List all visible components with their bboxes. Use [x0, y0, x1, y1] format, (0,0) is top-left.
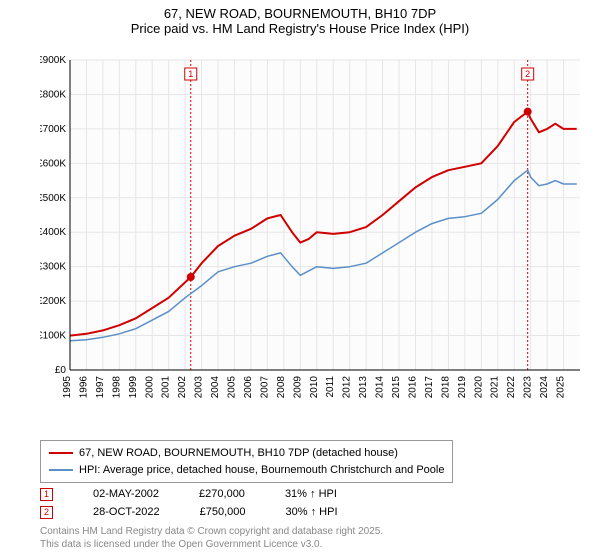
svg-text:£400K: £400K — [40, 227, 66, 238]
svg-text:2003: 2003 — [194, 376, 205, 399]
legend-label-price: 67, NEW ROAD, BOURNEMOUTH, BH10 7DP (det… — [79, 445, 398, 462]
svg-text:£200K: £200K — [40, 296, 66, 307]
svg-text:2015: 2015 — [391, 376, 402, 399]
svg-text:2019: 2019 — [457, 376, 468, 399]
svg-text:£800K: £800K — [40, 89, 66, 100]
chart-svg: £0 £100K £200K £300K £400K £500K £600K £700K £80… — [40, 50, 590, 400]
svg-text:2025: 2025 — [556, 376, 567, 399]
footer: Contains HM Land Registry data © Crown c… — [40, 525, 383, 551]
legend-line-price — [49, 452, 73, 454]
svg-text:2012: 2012 — [342, 376, 353, 399]
svg-text:1995: 1995 — [62, 376, 73, 399]
table-row: 2 28-OCT-2022 £750,000 30% ↑ HPI — [40, 503, 338, 521]
svg-text:£500K: £500K — [40, 193, 66, 204]
svg-text:2024: 2024 — [539, 376, 550, 399]
sale-price: £750,000 — [200, 506, 246, 518]
svg-text:1999: 1999 — [128, 376, 139, 399]
svg-text:1996: 1996 — [78, 376, 89, 399]
svg-text:2008: 2008 — [276, 376, 287, 399]
sale-marker-icon: 2 — [40, 506, 53, 519]
sale-date: 28-OCT-2022 — [93, 506, 160, 518]
svg-text:2011: 2011 — [325, 376, 336, 398]
svg-text:2014: 2014 — [375, 376, 386, 399]
title-address: 67, NEW ROAD, BOURNEMOUTH, BH10 7DP — [0, 6, 600, 21]
svg-text:£700K: £700K — [40, 124, 66, 135]
sales-table: 1 02-MAY-2002 £270,000 31% ↑ HPI 2 28-OC… — [40, 485, 338, 521]
sale-marker-icon: 1 — [40, 488, 53, 501]
svg-text:2021: 2021 — [490, 376, 501, 399]
svg-text:2004: 2004 — [210, 376, 221, 399]
svg-text:£300K: £300K — [40, 262, 66, 273]
sale-date: 02-MAY-2002 — [93, 488, 159, 500]
legend-row-hpi: HPI: Average price, detached house, Bour… — [49, 462, 444, 479]
svg-text:2018: 2018 — [440, 376, 451, 399]
footer-license: This data is licensed under the Open Gov… — [40, 538, 383, 551]
title-subtitle: Price paid vs. HM Land Registry's House … — [0, 21, 600, 36]
legend-line-hpi — [49, 469, 73, 471]
legend-row-price: 67, NEW ROAD, BOURNEMOUTH, BH10 7DP (det… — [49, 445, 444, 462]
svg-text:2007: 2007 — [259, 376, 270, 399]
legend-label-hpi: HPI: Average price, detached house, Bour… — [79, 462, 444, 479]
sale-pct: 31% ↑ HPI — [285, 488, 337, 500]
svg-text:£0: £0 — [55, 365, 67, 376]
chart-container: 67, NEW ROAD, BOURNEMOUTH, BH10 7DP Pric… — [0, 0, 600, 560]
svg-text:2005: 2005 — [227, 376, 238, 399]
legend-box: 67, NEW ROAD, BOURNEMOUTH, BH10 7DP (det… — [40, 440, 453, 483]
svg-text:£600K: £600K — [40, 158, 66, 169]
svg-text:1: 1 — [188, 69, 193, 79]
svg-text:1997: 1997 — [95, 376, 106, 399]
svg-text:2022: 2022 — [506, 376, 517, 399]
table-row: 1 02-MAY-2002 £270,000 31% ↑ HPI — [40, 485, 338, 503]
svg-text:2006: 2006 — [243, 376, 254, 399]
footer-copyright: Contains HM Land Registry data © Crown c… — [40, 525, 383, 538]
svg-text:£900K: £900K — [40, 55, 66, 66]
svg-text:1998: 1998 — [111, 376, 122, 399]
svg-text:2016: 2016 — [407, 376, 418, 399]
svg-text:2001: 2001 — [161, 376, 172, 399]
sale-price: £270,000 — [199, 488, 245, 500]
sale-pct: 30% ↑ HPI — [286, 506, 338, 518]
svg-text:2010: 2010 — [309, 376, 320, 399]
svg-text:2013: 2013 — [358, 376, 369, 399]
svg-text:2000: 2000 — [144, 376, 155, 399]
svg-text:2: 2 — [525, 69, 530, 79]
svg-text:2017: 2017 — [424, 376, 435, 399]
title-block: 67, NEW ROAD, BOURNEMOUTH, BH10 7DP Pric… — [0, 0, 600, 36]
svg-text:£100K: £100K — [40, 331, 66, 342]
svg-text:2009: 2009 — [292, 376, 303, 399]
chart-area: £0 £100K £200K £300K £400K £500K £600K £700K £80… — [40, 50, 590, 400]
svg-text:2002: 2002 — [177, 376, 188, 399]
svg-text:2023: 2023 — [523, 376, 534, 399]
svg-text:2020: 2020 — [473, 376, 484, 399]
